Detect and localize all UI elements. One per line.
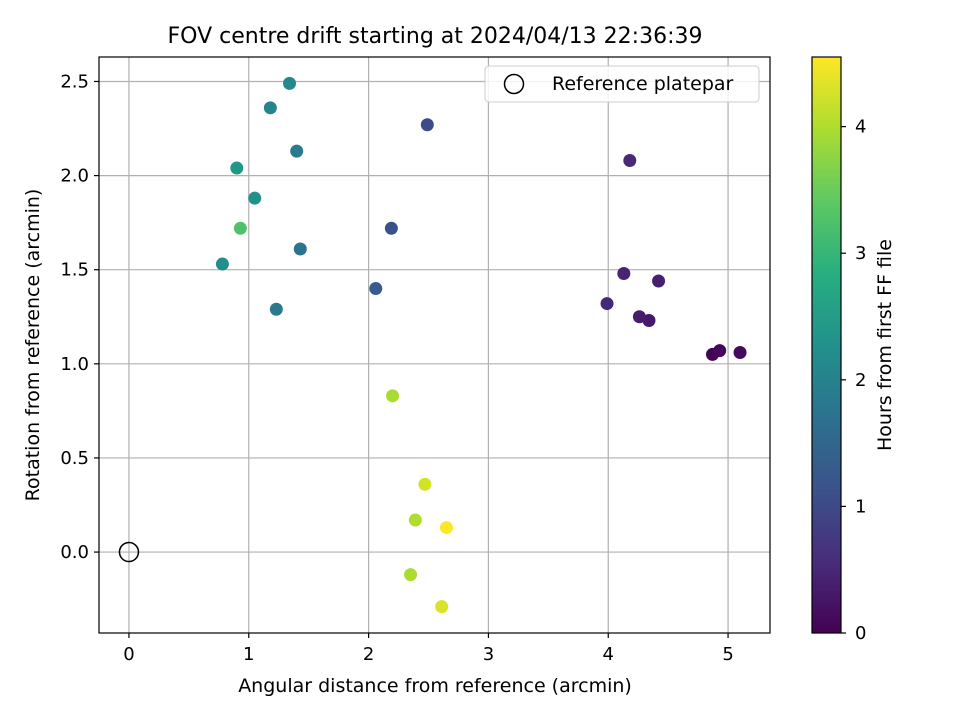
data-point [623, 154, 637, 168]
x-tick-label: 1 [243, 644, 254, 665]
colorbar-tick-label: 0 [855, 623, 866, 644]
y-tick-label: 2.0 [60, 166, 89, 187]
x-tick-label: 5 [722, 644, 733, 665]
y-axis-ticks: 0.0 0.5 1.0 1.5 2.0 2.5 [60, 71, 99, 563]
data-point [408, 513, 422, 527]
legend: Reference platepar [484, 65, 760, 103]
legend-open-circle-icon [503, 73, 525, 95]
data-point [269, 302, 283, 316]
x-axis-ticks: 0 1 2 3 4 5 [123, 633, 734, 665]
data-point [263, 101, 277, 115]
grid-lines [99, 57, 770, 633]
colorbar-tick-label: 1 [855, 496, 866, 517]
data-point [293, 242, 307, 256]
x-tick-label: 0 [123, 644, 134, 665]
legend-entry-label: Reference platepar [552, 73, 734, 95]
data-points [215, 76, 747, 614]
y-tick-label: 1.5 [60, 260, 89, 281]
data-point [617, 266, 631, 280]
data-point [439, 521, 453, 535]
colorbar-tick-label: 3 [855, 243, 866, 264]
data-point [233, 221, 247, 235]
y-tick-label: 0.5 [60, 448, 89, 469]
legend-box [484, 65, 760, 103]
colorbar-tick-label: 4 [855, 117, 866, 138]
data-point [632, 310, 646, 324]
x-axis-label: Angular distance from reference (arcmin) [238, 675, 632, 697]
y-tick-label: 1.0 [60, 354, 89, 375]
data-point [418, 477, 432, 491]
data-point [215, 257, 229, 271]
data-point [600, 297, 614, 311]
y-axis-label: Rotation from reference (arcmin) [22, 189, 44, 502]
colorbar-ticks: 0 1 2 3 4 [841, 117, 866, 644]
colorbar: 0 1 2 3 4 Hours from first FF file [811, 56, 896, 644]
y-tick-label: 2.5 [60, 71, 89, 92]
x-tick-label: 2 [363, 644, 374, 665]
colorbar-tick-label: 2 [855, 370, 866, 391]
chart-title: FOV centre drift starting at 2024/04/13 … [168, 24, 703, 49]
x-tick-label: 3 [483, 644, 494, 665]
colorbar-gradient [811, 56, 842, 634]
data-point [386, 389, 400, 403]
data-point [248, 191, 262, 205]
data-point [713, 344, 727, 358]
reference-platepar-marker [118, 541, 140, 563]
plot-frame [98, 56, 771, 634]
data-point [283, 76, 297, 90]
data-point [733, 346, 747, 360]
x-tick-label: 4 [603, 644, 614, 665]
data-point [230, 161, 244, 175]
data-point [652, 274, 666, 288]
data-point [290, 144, 304, 158]
data-point [369, 282, 383, 296]
data-point [404, 568, 418, 582]
colorbar-label: Hours from first FF file [874, 239, 896, 451]
data-point [420, 118, 434, 132]
y-tick-label: 0.0 [60, 542, 89, 563]
data-point [384, 221, 398, 235]
data-point [435, 600, 449, 614]
